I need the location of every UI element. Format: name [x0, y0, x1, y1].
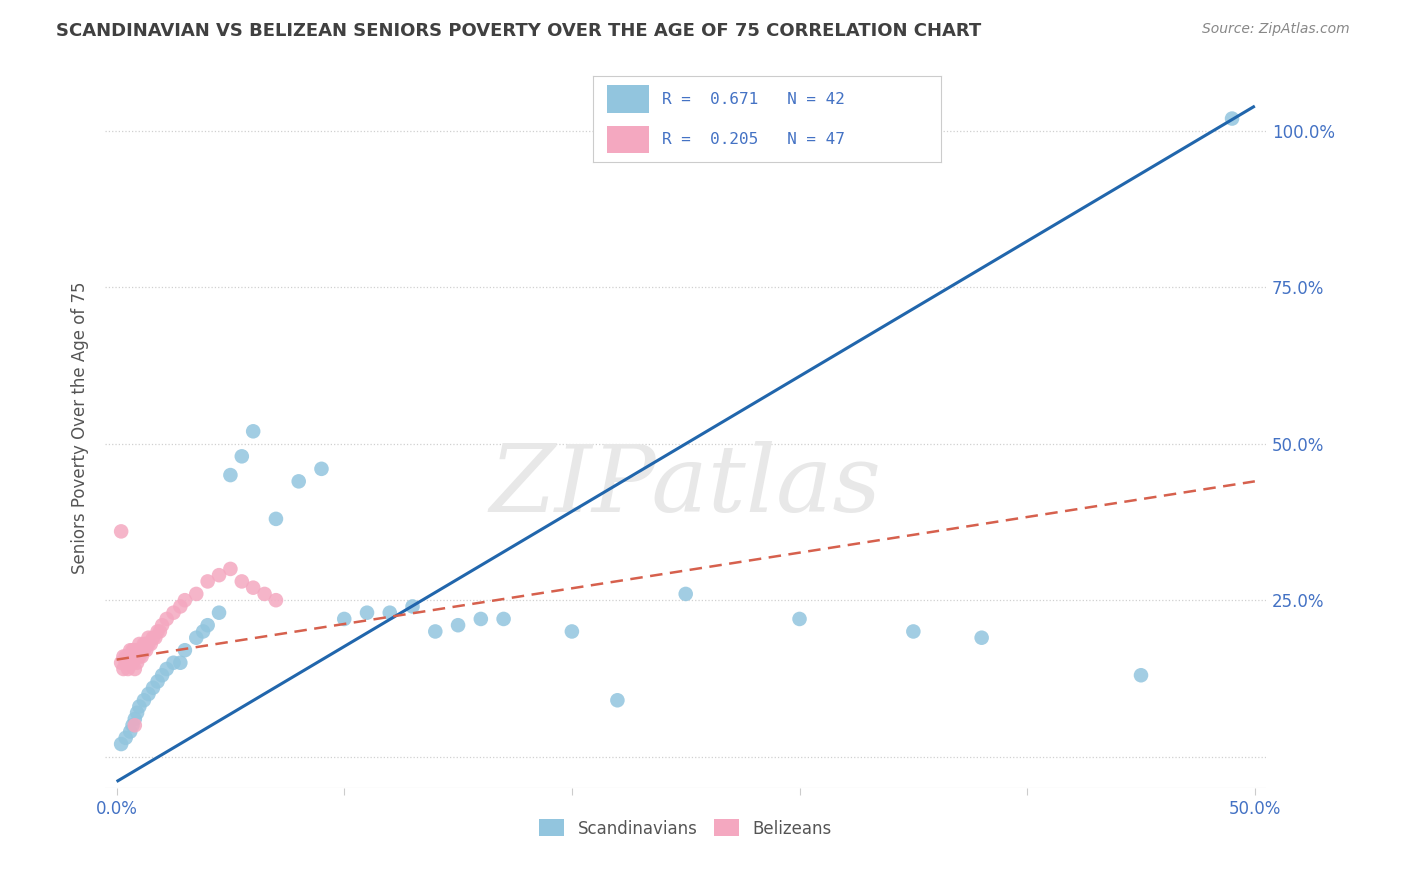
Point	[114, 731, 136, 745]
Point	[287, 475, 309, 489]
Point	[242, 425, 264, 439]
Y-axis label: Seniors Poverty Over the Age of 75: Seniors Poverty Over the Age of 75	[72, 282, 89, 574]
Point	[125, 656, 148, 670]
Point	[132, 693, 155, 707]
Point	[378, 606, 401, 620]
Point	[128, 699, 150, 714]
Point	[120, 656, 142, 670]
Point	[447, 618, 470, 632]
Point	[114, 656, 136, 670]
Point	[124, 649, 146, 664]
Point	[561, 624, 583, 639]
Point	[173, 643, 195, 657]
Point	[121, 718, 143, 732]
Point	[112, 662, 135, 676]
Point	[401, 599, 423, 614]
Point	[425, 624, 447, 639]
Point	[142, 681, 165, 695]
Point	[208, 568, 231, 582]
Point	[139, 637, 162, 651]
Text: SCANDINAVIAN VS BELIZEAN SENIORS POVERTY OVER THE AGE OF 75 CORRELATION CHART: SCANDINAVIAN VS BELIZEAN SENIORS POVERTY…	[56, 22, 981, 40]
Text: Source: ZipAtlas.com: Source: ZipAtlas.com	[1202, 22, 1350, 37]
Point	[231, 450, 253, 464]
Point	[132, 637, 155, 651]
Point	[124, 718, 146, 732]
Point	[146, 674, 169, 689]
Point	[492, 612, 515, 626]
Point	[173, 593, 195, 607]
Point	[219, 468, 242, 483]
Point	[789, 612, 811, 626]
Point	[131, 643, 153, 657]
Point	[470, 612, 492, 626]
Point	[208, 606, 231, 620]
Point	[156, 662, 179, 676]
Point	[124, 643, 146, 657]
Point	[110, 656, 132, 670]
Point	[131, 649, 153, 664]
Point	[1130, 668, 1153, 682]
Point	[162, 656, 184, 670]
Point	[186, 631, 208, 645]
Point	[970, 631, 993, 645]
Point	[311, 462, 333, 476]
Point	[197, 618, 219, 632]
Point	[112, 649, 135, 664]
Point	[138, 631, 160, 645]
Point	[169, 656, 191, 670]
Point	[121, 656, 143, 670]
Point	[124, 662, 146, 676]
Point	[114, 649, 136, 664]
Point	[333, 612, 356, 626]
Point	[264, 512, 287, 526]
Point	[117, 662, 139, 676]
Point	[156, 612, 179, 626]
Point	[120, 724, 142, 739]
Point	[169, 599, 191, 614]
Text: ZIPatlas: ZIPatlas	[489, 441, 882, 531]
Point	[121, 643, 143, 657]
Point	[356, 606, 378, 620]
Point	[186, 587, 208, 601]
Point	[143, 631, 166, 645]
Point	[132, 643, 155, 657]
Point	[120, 643, 142, 657]
Point	[124, 712, 146, 726]
Point	[606, 693, 628, 707]
Point	[219, 562, 242, 576]
Point	[150, 668, 173, 682]
Point	[117, 649, 139, 664]
Point	[121, 649, 143, 664]
Legend: Scandinavians, Belizeans: Scandinavians, Belizeans	[533, 813, 838, 844]
Point	[1220, 112, 1243, 126]
Point	[197, 574, 219, 589]
Point	[135, 643, 157, 657]
Point	[138, 637, 160, 651]
Point	[242, 581, 264, 595]
Point	[253, 587, 276, 601]
Point	[110, 737, 132, 751]
Point	[150, 618, 173, 632]
Point	[135, 637, 157, 651]
Point	[125, 643, 148, 657]
Point	[128, 649, 150, 664]
Point	[264, 593, 287, 607]
Point	[675, 587, 697, 601]
Point	[903, 624, 925, 639]
Point	[231, 574, 253, 589]
Point	[110, 524, 132, 539]
Point	[125, 706, 148, 720]
Point	[142, 631, 165, 645]
Point	[128, 637, 150, 651]
Point	[162, 606, 184, 620]
Point	[149, 624, 172, 639]
Point	[191, 624, 214, 639]
Point	[146, 624, 169, 639]
Point	[138, 687, 160, 701]
